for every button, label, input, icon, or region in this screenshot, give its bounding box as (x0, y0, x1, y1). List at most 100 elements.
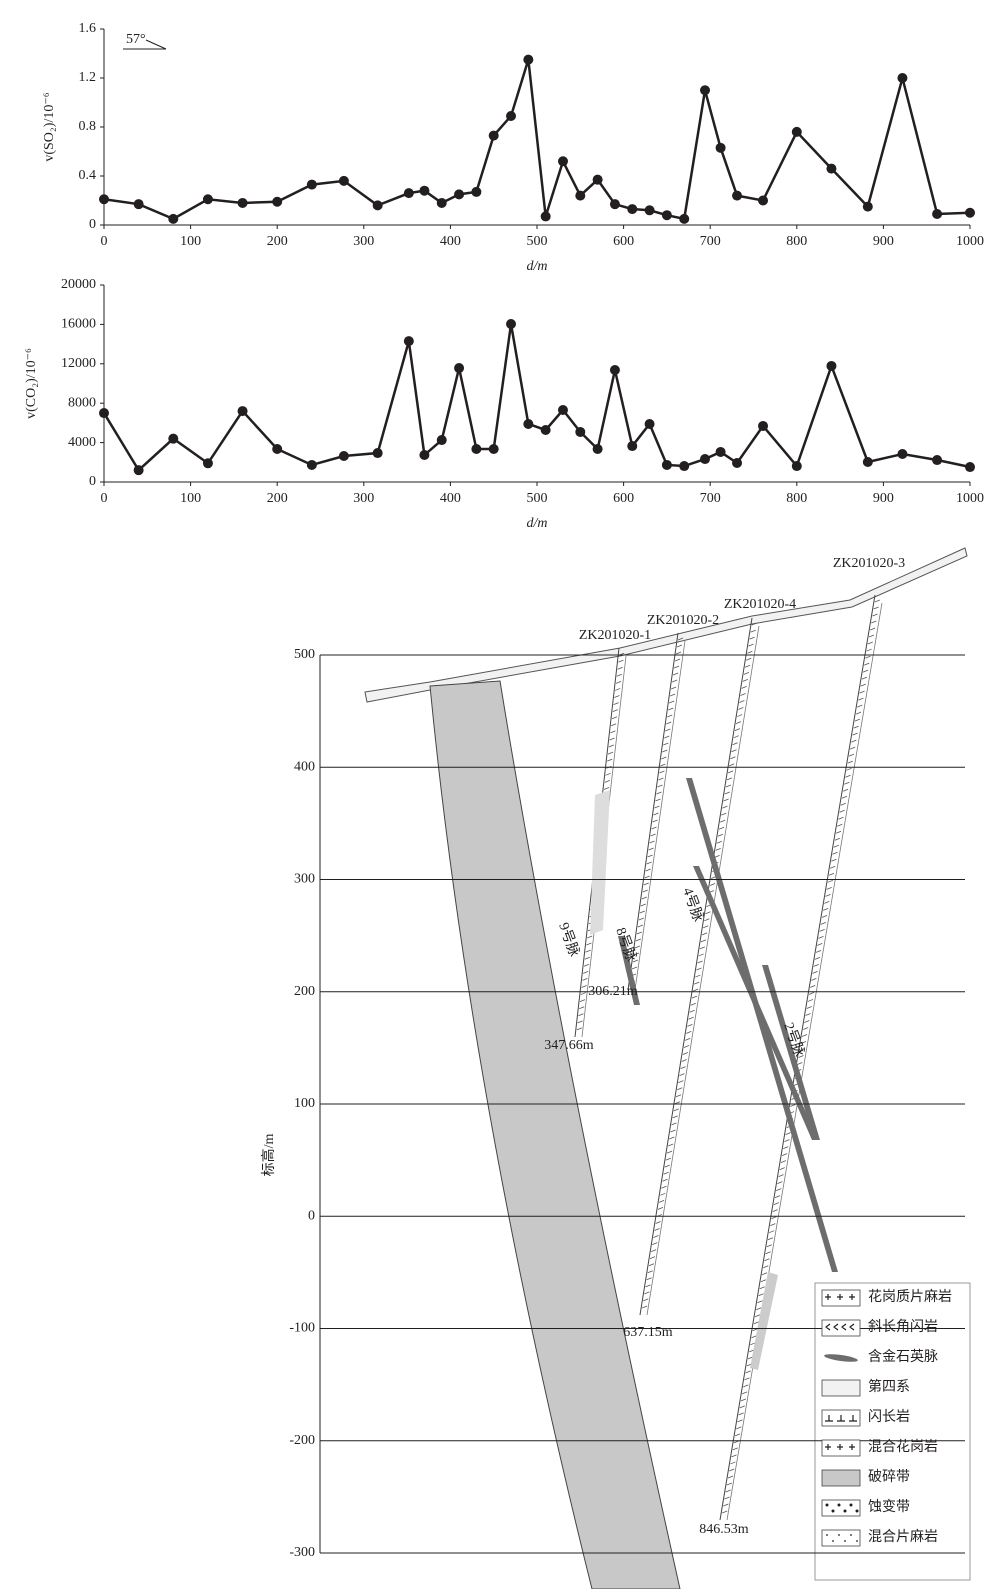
data-point (758, 420, 769, 431)
data-point (403, 188, 414, 199)
data-point (523, 418, 534, 429)
data-point (826, 163, 837, 174)
legend-item: 花岗质片麻岩 (821, 1289, 952, 1307)
legend-icon-dot (850, 1534, 852, 1536)
data-point (488, 130, 499, 141)
legend-icon-pattern (825, 1415, 857, 1422)
legend-label: 斜长角闪岩 (868, 1319, 938, 1335)
data-point (338, 450, 349, 461)
data-point (202, 194, 213, 205)
data-point (862, 457, 873, 468)
data-point (272, 444, 283, 455)
data-point (419, 185, 430, 196)
data-point (732, 190, 743, 201)
legend-label: 混合花岗岩 (868, 1439, 938, 1455)
drill-hole-edge (634, 640, 686, 991)
x-tick-label: 0 (101, 491, 108, 506)
data-point (715, 142, 726, 153)
drill-hole (627, 632, 679, 991)
x-tick-label: 700 (700, 491, 721, 506)
data-point (592, 444, 603, 455)
data-point (506, 319, 517, 330)
data-point (306, 459, 317, 470)
legend-icon-dot (837, 1503, 841, 1507)
x-tick-label: 200 (267, 234, 288, 249)
y-tick-label: 8000 (68, 395, 96, 410)
legend-item: 混合片麻岩 (821, 1529, 938, 1547)
x-tick-label: 300 (353, 491, 374, 506)
x-tick-label: 900 (873, 234, 894, 249)
drill-hole (719, 594, 876, 1521)
data-point (627, 441, 638, 452)
data-point (306, 179, 317, 190)
fracture-zone (429, 680, 681, 1590)
lithology-hatch (722, 599, 880, 1514)
data-point (791, 126, 802, 137)
y-axis-label: v(CO₂)/10⁻⁶ (24, 348, 39, 419)
y-tick-label: -200 (289, 1433, 315, 1448)
legend-icon-dot (832, 1540, 834, 1542)
data-point (454, 189, 465, 200)
data-point (272, 196, 283, 207)
legend-item: 含金石英脉 (821, 1348, 938, 1367)
drill-depth: 347.66m (544, 1038, 594, 1053)
data-point (644, 205, 655, 216)
drill-depth: 306.21m (588, 984, 638, 999)
x-tick-label: 400 (440, 491, 461, 506)
data-point (758, 195, 769, 206)
legend-icon (821, 1529, 861, 1547)
y-tick-label: 500 (294, 647, 315, 662)
data-point (575, 190, 586, 201)
data-point (540, 211, 551, 222)
legend-icon-dot (826, 1534, 828, 1536)
legend-icon-dot (849, 1503, 853, 1507)
data-point (592, 174, 603, 185)
legend-label: 混合片麻岩 (868, 1529, 938, 1545)
annotation: 57° (126, 32, 146, 47)
legend-item: 蚀变带 (821, 1499, 910, 1517)
data-point (732, 457, 743, 468)
y-tick-label: 0 (89, 474, 96, 489)
legend-icon-dot (843, 1509, 847, 1513)
legend-icon-dot (825, 1503, 829, 1507)
data-point (202, 458, 213, 469)
data-point (133, 465, 144, 476)
y-tick-label: 20000 (61, 277, 96, 292)
data-point (471, 444, 482, 455)
legend-icon (821, 1319, 861, 1337)
data-point (897, 449, 908, 460)
x-tick-label: 400 (440, 234, 461, 249)
data-point (661, 459, 672, 470)
legend-icon-dot (844, 1540, 846, 1542)
data-point (965, 462, 975, 473)
legend-item: 破碎带 (821, 1469, 910, 1487)
y-tick-label: 12000 (61, 356, 96, 371)
drill-name: ZK201020-3 (833, 556, 905, 571)
data-point (700, 454, 711, 465)
y-axis-label: 标高/m (260, 1134, 277, 1177)
data-point (372, 200, 383, 211)
x-tick-label: 0 (101, 234, 108, 249)
data-point (575, 426, 586, 437)
legend-label: 第四系 (868, 1378, 910, 1395)
data-point (436, 435, 447, 446)
data-point (403, 336, 414, 347)
data-point (679, 461, 690, 472)
y-tick-label: -100 (289, 1321, 315, 1336)
y-tick-label: 0.4 (79, 168, 97, 183)
drill-name: ZK201020-2 (647, 613, 719, 628)
drill-depth: 846.53m (699, 1522, 749, 1537)
data-point (506, 110, 517, 121)
y-tick-label: 4000 (68, 435, 96, 450)
data-point (965, 207, 975, 218)
data-point (862, 201, 873, 212)
legend-icon-vein (824, 1354, 858, 1362)
y-axis-label: v(SO₂)/10⁻⁶ (42, 92, 57, 161)
x-tick-label: 800 (786, 234, 807, 249)
x-tick-label: 700 (700, 234, 721, 249)
x-tick-label: 600 (613, 234, 634, 249)
legend-icon (821, 1469, 861, 1487)
data-point (661, 210, 672, 221)
data-point (419, 450, 430, 461)
drill-hole (639, 617, 753, 1316)
